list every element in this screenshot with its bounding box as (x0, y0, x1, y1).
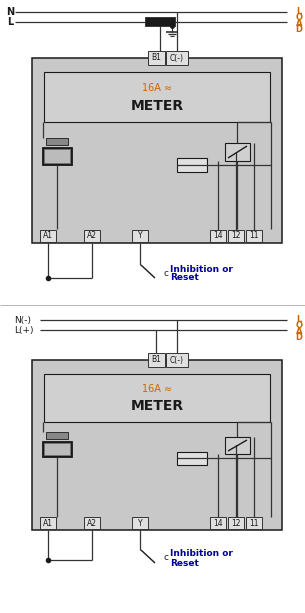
Text: 11: 11 (249, 519, 259, 528)
Text: O: O (296, 13, 303, 23)
Bar (84, 517, 100, 529)
Text: Reset: Reset (170, 558, 199, 568)
Text: B1: B1 (152, 53, 161, 63)
Text: 12: 12 (231, 232, 241, 240)
Text: c: c (163, 554, 168, 563)
Text: L: L (296, 316, 302, 324)
Bar (42, 441, 72, 457)
Text: Y: Y (138, 232, 142, 240)
Bar (32, 58, 282, 243)
Text: Inhibition or: Inhibition or (170, 549, 233, 558)
Text: METER: METER (131, 99, 184, 113)
Bar (42, 147, 72, 165)
Text: N(-): N(-) (14, 316, 31, 324)
Text: N: N (6, 7, 14, 17)
Text: 16A ≈: 16A ≈ (142, 384, 172, 394)
Text: A1: A1 (43, 232, 53, 240)
Bar (225, 143, 250, 161)
Text: Inhibition or: Inhibition or (170, 264, 233, 273)
Bar (228, 517, 244, 529)
Bar (228, 230, 244, 242)
Text: 16A ≈: 16A ≈ (142, 83, 172, 93)
Bar (40, 517, 56, 529)
Text: Y: Y (138, 519, 142, 528)
Text: D: D (296, 333, 303, 343)
Text: A2: A2 (87, 519, 97, 528)
Text: Reset: Reset (170, 273, 199, 283)
Bar (246, 517, 262, 529)
Bar (210, 517, 226, 529)
Bar (84, 230, 100, 242)
Bar (132, 230, 148, 242)
Bar (32, 360, 282, 530)
Bar (46, 432, 68, 439)
Text: C(-): C(-) (170, 53, 184, 63)
Bar (40, 230, 56, 242)
Bar (148, 51, 165, 65)
Text: A2: A2 (87, 232, 97, 240)
Bar (225, 437, 250, 454)
Text: A1: A1 (43, 519, 53, 528)
Bar (145, 17, 175, 26)
Bar (166, 51, 188, 65)
Text: L(+): L(+) (14, 326, 34, 335)
Bar (44, 72, 270, 122)
Text: 14: 14 (213, 519, 223, 528)
Bar (177, 158, 207, 172)
Bar (210, 230, 226, 242)
Text: c: c (163, 268, 168, 278)
Text: A: A (296, 20, 302, 28)
Text: D: D (296, 26, 303, 34)
Text: A: A (296, 327, 302, 337)
Text: L: L (7, 17, 13, 27)
Text: O: O (296, 321, 303, 330)
Text: L: L (296, 7, 302, 17)
Bar (44, 374, 270, 422)
Bar (44, 443, 70, 455)
Bar (44, 149, 70, 163)
Bar (46, 138, 68, 145)
Bar (148, 353, 165, 367)
Text: C(-): C(-) (170, 356, 184, 365)
Bar (166, 353, 188, 367)
Text: 12: 12 (231, 519, 241, 528)
Bar (132, 517, 148, 529)
Text: 11: 11 (249, 232, 259, 240)
Text: 14: 14 (213, 232, 223, 240)
Bar (177, 452, 207, 465)
Text: B1: B1 (152, 356, 161, 365)
Bar (246, 230, 262, 242)
Text: METER: METER (131, 399, 184, 413)
